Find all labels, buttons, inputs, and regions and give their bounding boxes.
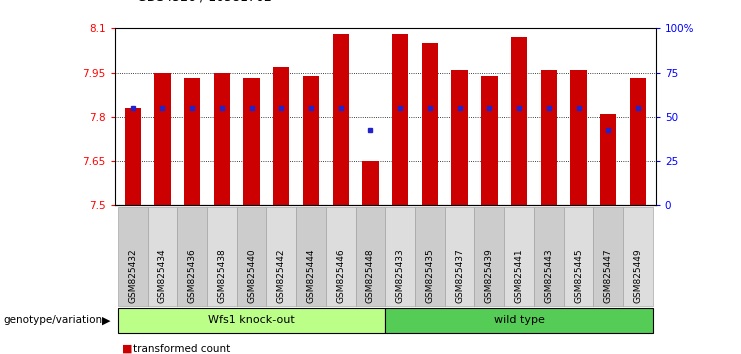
Text: ■: ■ (122, 344, 133, 354)
Text: GSM825438: GSM825438 (217, 248, 226, 303)
Text: GDS4526 / 10581702: GDS4526 / 10581702 (137, 0, 272, 4)
Text: GSM825443: GSM825443 (545, 248, 554, 303)
Text: transformed count: transformed count (133, 344, 230, 354)
Bar (333, 34, 349, 205)
Text: GSM825439: GSM825439 (485, 248, 494, 303)
Text: GSM825446: GSM825446 (336, 248, 345, 303)
Bar (630, 79, 646, 205)
Text: GSM825436: GSM825436 (187, 248, 196, 303)
Text: GSM825444: GSM825444 (307, 248, 316, 303)
Text: GSM825437: GSM825437 (455, 248, 464, 303)
Text: Wfs1 knock-out: Wfs1 knock-out (208, 315, 295, 325)
Bar (124, 108, 141, 205)
Text: GSM825447: GSM825447 (604, 248, 613, 303)
Bar (184, 79, 200, 205)
Bar (422, 43, 438, 205)
Text: GSM825432: GSM825432 (128, 248, 137, 303)
Bar (243, 79, 260, 205)
Text: wild type: wild type (494, 315, 545, 325)
Bar (303, 75, 319, 205)
Text: GSM825448: GSM825448 (366, 248, 375, 303)
Bar (541, 70, 557, 205)
Bar (511, 37, 528, 205)
Bar (273, 67, 290, 205)
Text: ▶: ▶ (102, 315, 111, 325)
Bar (451, 70, 468, 205)
Text: GSM825441: GSM825441 (514, 248, 524, 303)
Bar (392, 34, 408, 205)
Text: GSM825434: GSM825434 (158, 248, 167, 303)
Bar (154, 73, 170, 205)
Text: GSM825433: GSM825433 (396, 248, 405, 303)
Text: genotype/variation: genotype/variation (4, 315, 103, 325)
Text: GSM825440: GSM825440 (247, 248, 256, 303)
Text: GSM825442: GSM825442 (277, 248, 286, 303)
Bar (213, 73, 230, 205)
Bar (600, 114, 617, 205)
Bar (481, 75, 497, 205)
Bar (362, 161, 379, 205)
Text: GSM825435: GSM825435 (425, 248, 434, 303)
Text: GSM825449: GSM825449 (634, 248, 642, 303)
Bar (571, 70, 587, 205)
Text: GSM825445: GSM825445 (574, 248, 583, 303)
